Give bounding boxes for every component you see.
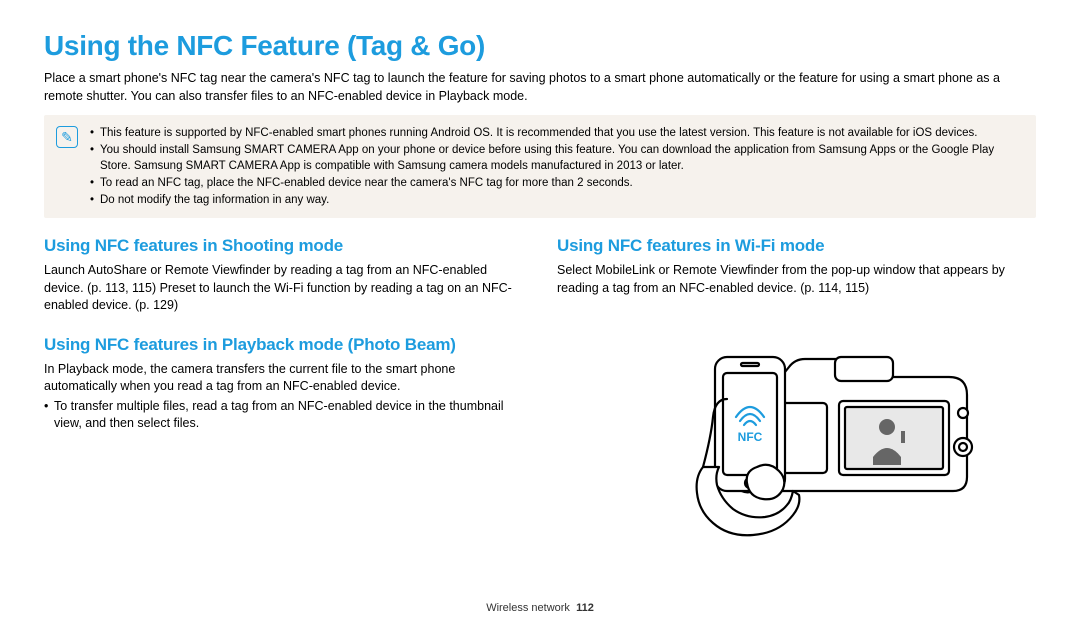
note-icon: ✎ (56, 126, 78, 148)
wifi-body: Select MobileLink or Remote Viewfinder f… (557, 262, 1036, 297)
playback-heading: Using NFC features in Playback mode (Pho… (44, 335, 523, 355)
footer-section: Wireless network (486, 602, 570, 614)
note-box: ✎ This feature is supported by NFC-enabl… (44, 115, 1036, 218)
shooting-section: Using NFC features in Shooting mode Laun… (44, 236, 523, 315)
playback-bullet-item: To transfer multiple files, read a tag f… (44, 398, 523, 433)
note-item: To read an NFC tag, place the NFC-enable… (90, 175, 1022, 192)
wifi-section: Using NFC features in Wi-Fi mode Select … (557, 236, 1036, 297)
intro-paragraph: Place a smart phone's NFC tag near the c… (44, 70, 1036, 105)
playback-body: In Playback mode, the camera transfers t… (44, 361, 523, 396)
note-list: This feature is supported by NFC-enabled… (90, 125, 1022, 208)
nfc-label: NFC (737, 430, 762, 444)
playback-section: Using NFC features in Playback mode (Pho… (44, 335, 523, 433)
shooting-body: Launch AutoShare or Remote Viewfinder by… (44, 262, 523, 315)
nfc-illustration: NFC (607, 317, 987, 537)
note-item: You should install Samsung SMART CAMERA … (90, 142, 1022, 175)
wifi-heading: Using NFC features in Wi-Fi mode (557, 236, 1036, 256)
footer-page-number: 112 (576, 602, 594, 614)
note-item: This feature is supported by NFC-enabled… (90, 125, 1022, 142)
note-item: Do not modify the tag information in any… (90, 192, 1022, 209)
shooting-heading: Using NFC features in Shooting mode (44, 236, 523, 256)
page-title: Using the NFC Feature (Tag & Go) (44, 30, 1036, 62)
content-columns: Using NFC features in Shooting mode Laun… (44, 236, 1036, 537)
playback-bullets: To transfer multiple files, read a tag f… (44, 398, 523, 433)
page-footer: Wireless network 112 (0, 602, 1080, 614)
left-column: Using NFC features in Shooting mode Laun… (44, 236, 523, 537)
right-column: Using NFC features in Wi-Fi mode Select … (557, 236, 1036, 537)
